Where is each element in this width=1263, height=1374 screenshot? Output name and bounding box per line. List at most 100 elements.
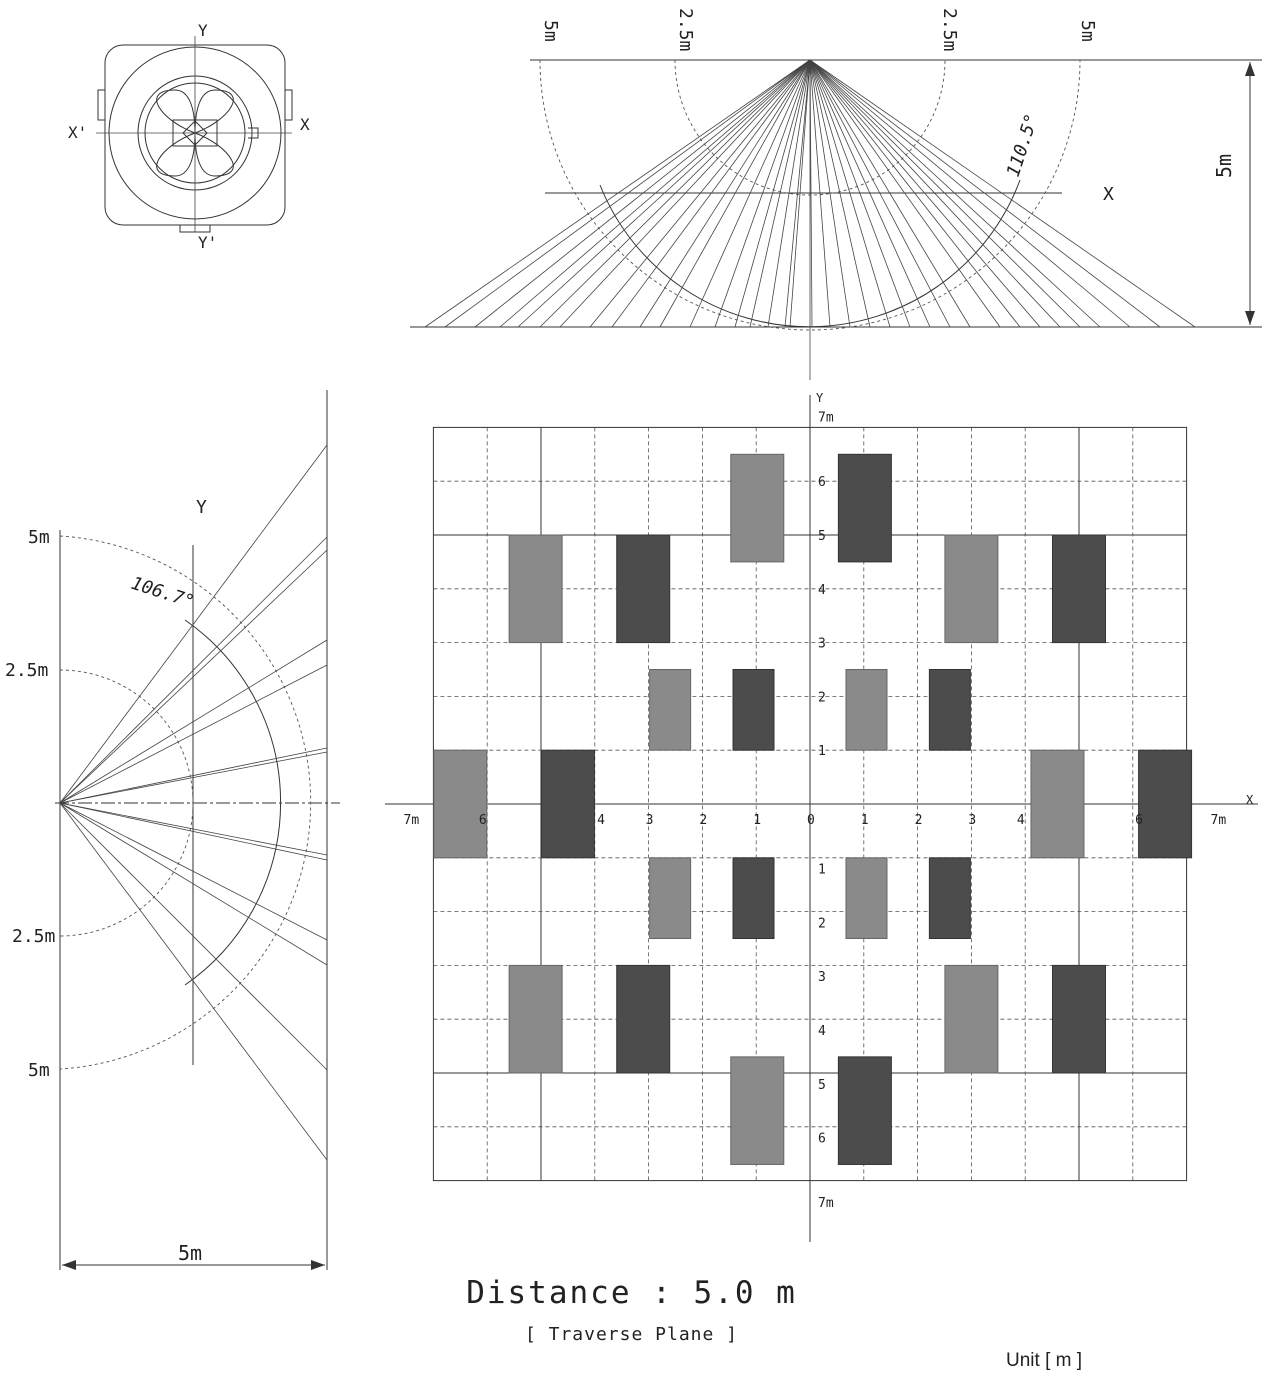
top-beam-13 (734, 59, 811, 328)
zone-dark-upper-1 (616, 534, 671, 644)
x-tick-label: 6 (479, 813, 487, 828)
top-beam-31 (809, 59, 1081, 328)
top-beam-5 (539, 59, 811, 328)
zone-light-bottom-center (730, 1056, 785, 1165)
plane-y-axis-label: Y (816, 391, 824, 405)
top-ring-label-1: 5m (540, 20, 561, 42)
side-beam-3 (59, 639, 328, 804)
side-beam-1 (59, 536, 328, 804)
side-beam-0 (59, 444, 328, 804)
side-axis-label: Y (196, 497, 207, 518)
top-beam-11 (689, 59, 811, 328)
side-beam-9 (59, 802, 328, 941)
zone-dark-inner-lower-3 (928, 857, 971, 939)
side-beam-8 (59, 802, 328, 861)
x-tick-label: 1 (861, 813, 869, 828)
y-tick-label-bottom: 4 (818, 1024, 826, 1039)
top-beam-22 (809, 59, 891, 328)
top-beam-17 (789, 59, 811, 328)
outline-y-label: Y (198, 21, 208, 40)
side-width-label: 5m (178, 1241, 202, 1265)
plane-subtitle: [ Traverse Plane ] (524, 1324, 739, 1345)
outline-y-neg-label: Y' (198, 233, 217, 252)
top-beam-3 (499, 59, 811, 328)
plane-x-axis-label: X (1246, 793, 1254, 807)
y-tick-label-top: 2 (818, 690, 826, 705)
top-ring-label-3: 2.5m (939, 8, 960, 51)
zone-dark-mid-1 (540, 749, 595, 859)
y-tick-label-top: 7m (818, 411, 834, 426)
distance-title: Distance : 5.0 m (466, 1275, 797, 1311)
zone-dark-bottom-center (837, 1056, 892, 1165)
top-beam-28 (809, 59, 1021, 328)
zone-light-mid-2 (1030, 749, 1085, 859)
side-tick-label-1: 5m (28, 527, 50, 548)
top-beam-9 (639, 59, 811, 328)
side-beam-6 (59, 751, 328, 804)
side-beam-4 (59, 664, 328, 804)
x-tick-label: 7m (404, 813, 420, 828)
side-tick-label-3: 2.5m (12, 926, 55, 947)
y-tick-label-bottom: 3 (818, 970, 826, 985)
x-tick-label: 3 (968, 813, 976, 828)
top-beam-19 (809, 59, 831, 328)
side-beam-10 (59, 802, 328, 966)
top-ring-label-2: 2.5m (675, 8, 696, 51)
side-beam-7 (59, 802, 328, 856)
top-beam-1 (444, 59, 811, 328)
top-beam-33 (809, 59, 1131, 328)
side-beam-12 (59, 802, 328, 1161)
top-beam-21 (809, 59, 871, 328)
sensor-outline: Y X X' Y' (68, 21, 310, 252)
top-beam-4 (517, 59, 811, 328)
side-tick-label-2: 2.5m (5, 660, 48, 681)
top-beam-7 (589, 59, 811, 328)
top-beam-12 (714, 59, 811, 328)
top-beam-23 (809, 59, 911, 328)
top-beam-14 (749, 59, 811, 328)
top-beam-32 (809, 59, 1101, 328)
top-angle-label: 110.5° (1003, 111, 1043, 179)
top-beam-8 (611, 59, 811, 328)
y-tick-label-top: 5 (818, 529, 826, 544)
top-beam-29 (809, 59, 1041, 328)
zone-dark-lower-3 (1052, 964, 1106, 1074)
side-angle-label: 106.7° (128, 573, 196, 613)
x-tick-label: 4 (597, 813, 605, 828)
outline-x-neg-label: X' (68, 123, 87, 142)
zone-light-lower-0 (508, 964, 563, 1074)
top-beam-20 (809, 59, 851, 328)
zone-light-inner-lower-0 (649, 857, 692, 939)
y-tick-label-bottom: 5 (818, 1078, 826, 1093)
y-tick-label-bottom: 2 (818, 916, 826, 931)
zone-dark-lower-1 (616, 964, 671, 1074)
y-tick-label-top: 1 (818, 744, 826, 759)
side-tick-label-4: 5m (28, 1060, 50, 1081)
top-beam-18 (809, 59, 813, 328)
zone-light-inner-lower-2 (845, 857, 888, 939)
x-tick-label: 7m (1211, 813, 1227, 828)
x-tick-label: 4 (1017, 813, 1025, 828)
zone-dark-upper-3 (1052, 534, 1106, 644)
zone-light-upper-2 (944, 534, 999, 644)
zone-dark-mid-3 (1138, 749, 1193, 859)
zone-dark-top-center (837, 453, 892, 563)
zone-light-inner-upper-0 (649, 669, 692, 751)
zone-dark-inner-upper-3 (928, 669, 971, 751)
x-tick-label: 6 (1135, 813, 1143, 828)
zone-light-top-center (730, 453, 785, 563)
x-tick-label: 2 (699, 813, 707, 828)
top-beam-26 (809, 59, 971, 328)
top-beam-16 (784, 59, 811, 328)
top-beam-34 (809, 59, 1161, 328)
outline-x-label: X (300, 115, 310, 134)
x-tick-label: 1 (753, 813, 761, 828)
zone-dark-inner-upper-1 (732, 669, 775, 751)
unit-label: Unit [ m ] (1006, 1350, 1083, 1371)
top-beam-6 (559, 59, 811, 328)
top-height-label: 5m (1212, 154, 1236, 178)
top-axis-label: X (1103, 184, 1114, 205)
top-beam-25 (809, 59, 951, 328)
top-view: 5m 2.5m 2.5m 5m 110.5° X 5m (410, 8, 1262, 380)
zone-light-mid-0 (433, 749, 488, 859)
